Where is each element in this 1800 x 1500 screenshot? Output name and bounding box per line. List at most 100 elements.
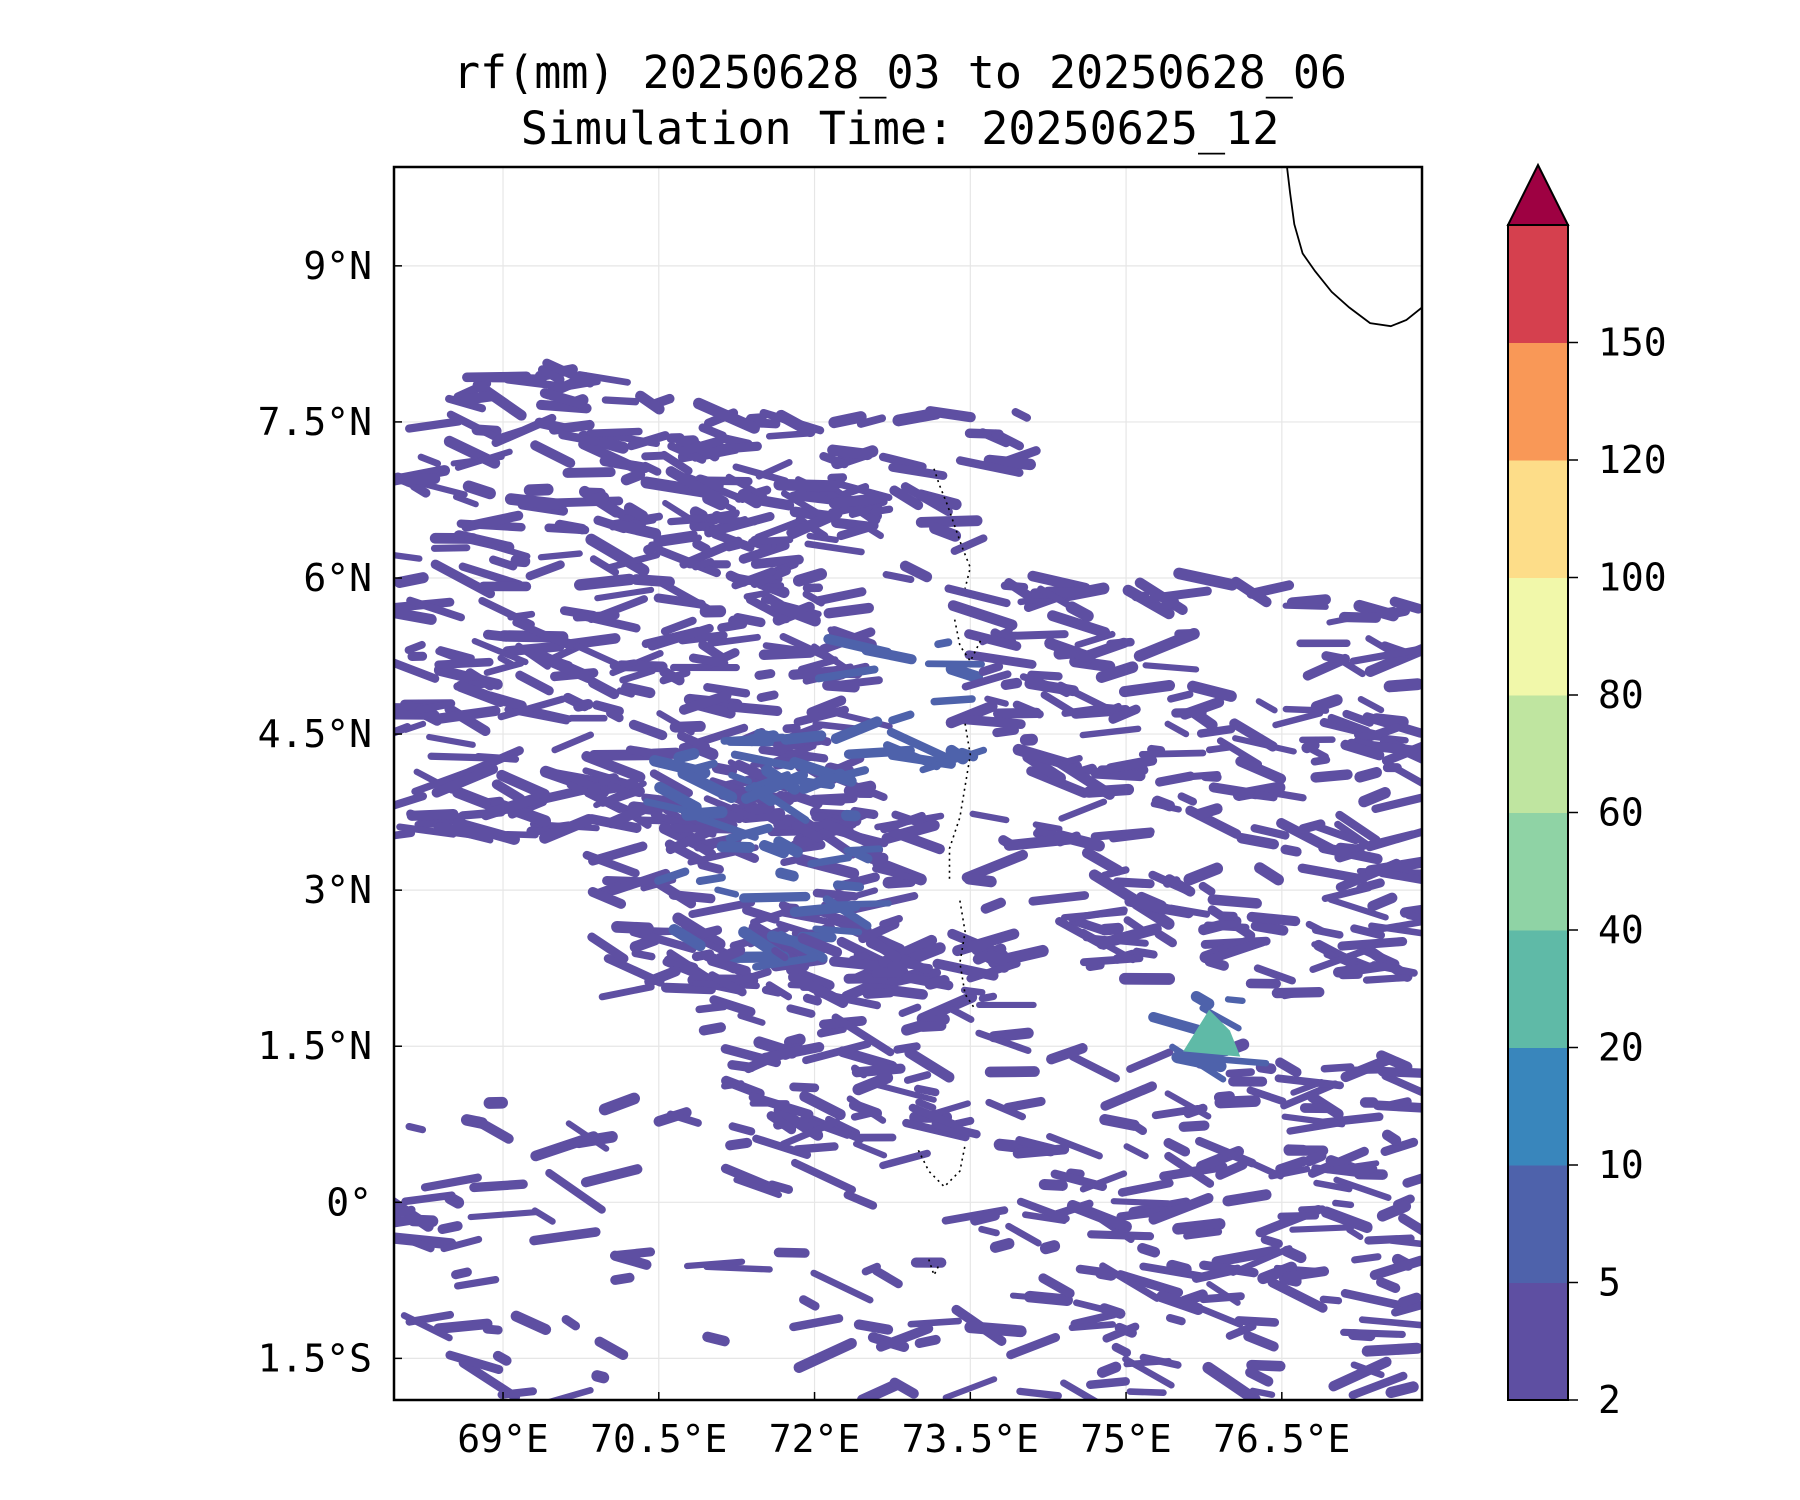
rain-cell: [1253, 790, 1278, 802]
rain-cell: [1096, 923, 1162, 950]
rain-cell: [924, 406, 976, 423]
rain-cell: [1303, 1150, 1327, 1167]
rain-cell: [641, 793, 689, 807]
rain-cell: [1335, 810, 1381, 845]
y-tick-label: 4.5°N: [258, 712, 372, 756]
rain-cell: [792, 568, 828, 587]
rain-cell: [565, 638, 619, 667]
rain-cell: [489, 555, 518, 571]
rain-cell: [978, 662, 1004, 676]
rain-cell: [952, 928, 1020, 957]
rain-cell: [1340, 1289, 1411, 1312]
rain-cell: [1345, 1066, 1384, 1075]
rain-cell: [1067, 906, 1128, 922]
rain-cell: [1383, 678, 1422, 693]
rain-cell: [683, 1258, 746, 1270]
rain-cell: [961, 670, 1012, 691]
rain-cell: [411, 765, 479, 796]
rain-cell: [1005, 1222, 1042, 1247]
rain-cell: [1206, 1281, 1241, 1306]
rain-cell: [1216, 911, 1238, 921]
rain-cell: [1154, 929, 1177, 948]
rain-cell: [956, 714, 1026, 729]
colorbar-segment: [1508, 1047, 1568, 1166]
rain-cell: [1342, 709, 1374, 727]
rain-cell: [931, 1120, 981, 1139]
rain-cell: [853, 1140, 888, 1159]
rain-cell: [591, 1370, 610, 1384]
rain-cell: [1095, 1267, 1117, 1281]
rain-cell: [1397, 1292, 1422, 1308]
rain-cell: [1320, 1063, 1355, 1073]
rain-cell: [947, 600, 1018, 631]
rain-cell: [537, 365, 565, 385]
rain-cell: [993, 707, 1042, 719]
rain-cell: [1122, 584, 1175, 620]
rain-cell: [786, 1004, 816, 1018]
rain-cell: [1283, 1144, 1309, 1156]
rain-cell: [1164, 720, 1190, 738]
rain-cell: [703, 1263, 773, 1273]
rain-cell: [794, 853, 860, 880]
rain-cell: [867, 852, 889, 865]
rain-cell: [635, 390, 665, 415]
rain-cell: [1253, 964, 1296, 985]
rain-cell: [655, 578, 715, 614]
rain-cell: [1365, 917, 1422, 935]
rain-cell: [856, 414, 887, 428]
rain-cell: [435, 647, 469, 665]
rain-cell: [945, 744, 969, 765]
rain-cell: [949, 1006, 975, 1023]
rain-cell: [914, 1334, 941, 1349]
rain-cell: [1388, 762, 1422, 787]
rain-cell: [1230, 576, 1272, 608]
x-tick-label: 73.5°E: [902, 1417, 1039, 1461]
rain-cell: [598, 773, 620, 787]
rain-cell: [1328, 1356, 1392, 1392]
rain-cell: [1099, 922, 1124, 936]
rain-cell: [430, 559, 496, 599]
rain-cell: [573, 698, 594, 712]
rain-cell: [1376, 1200, 1412, 1222]
rain-cell: [786, 507, 843, 540]
rain-cell: [587, 932, 629, 964]
rain-cell: [812, 925, 863, 936]
rain-cell: [668, 924, 706, 952]
rain-cell: [688, 653, 729, 668]
rain-cell: [494, 427, 526, 443]
rain-cell: [594, 1336, 629, 1360]
rain-cell: [807, 853, 853, 868]
y-tick-label: 3°N: [303, 868, 372, 912]
rain-cell: [525, 560, 565, 581]
rain-cell: [678, 631, 728, 645]
rain-cell: [530, 440, 576, 468]
rain-cell: [1126, 1048, 1174, 1073]
rain-cell: [1105, 755, 1158, 774]
rain-cell: [801, 817, 857, 859]
rain-cell: [709, 995, 756, 1017]
rain-cell: [780, 490, 831, 523]
rain-cell: [841, 809, 861, 822]
rain-cell: [482, 1324, 503, 1335]
rain-cell: [1310, 694, 1343, 713]
rain-cell: [1337, 936, 1408, 951]
rain-cell: [1205, 743, 1233, 754]
rain-cell: [1187, 680, 1237, 702]
colorbar-tick-label: 40: [1598, 908, 1644, 952]
india-coastline: [1286, 167, 1422, 328]
rain-cell: [1038, 1179, 1068, 1191]
rain-cell: [1370, 713, 1409, 728]
rain-cell: [430, 544, 471, 552]
island-outline: [928, 1259, 940, 1278]
rain-cell: [1054, 830, 1105, 852]
rain-cell: [400, 1234, 435, 1253]
rain-cell: [533, 707, 573, 723]
rain-cell: [1198, 915, 1242, 936]
rain-cell: [1274, 1074, 1345, 1090]
rain-cell: [976, 1001, 1037, 1009]
rain-cell: [692, 539, 711, 554]
rain-cell: [654, 545, 722, 578]
colorbar-tick-label: 20: [1598, 1026, 1644, 1070]
rain-cell: [1148, 1192, 1214, 1225]
rain-cell: [1321, 884, 1373, 902]
